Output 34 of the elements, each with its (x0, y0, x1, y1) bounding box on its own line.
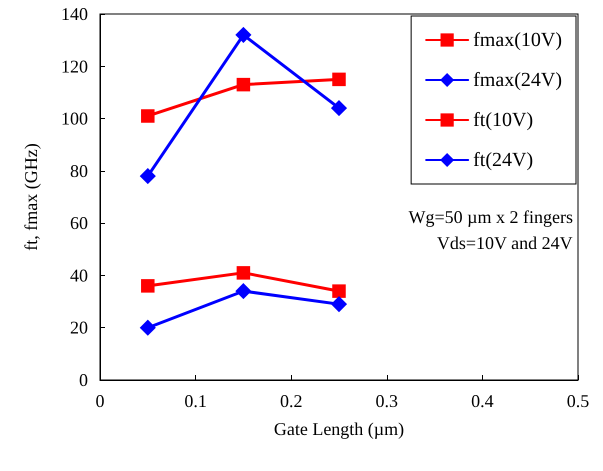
y-axis-title: ft, fmax (GHz) (21, 143, 41, 251)
legend-label: ft(10V) (473, 109, 534, 131)
point (236, 283, 252, 299)
point (140, 168, 156, 184)
point (236, 27, 252, 43)
y-tick-label: 100 (61, 108, 88, 129)
x-tick-label: 0 (96, 391, 104, 411)
x-tick-label: 0.2 (280, 391, 302, 411)
annotation: Wg=50 µm x 2 fingers (408, 207, 574, 227)
point (331, 296, 347, 312)
legend-label: fmax(24V) (473, 69, 562, 91)
x-tick-label: 0.4 (471, 391, 494, 411)
y-tick-label: 0 (79, 370, 88, 390)
y-tick-label: 80 (70, 160, 88, 181)
x-tick-label: 0.3 (376, 391, 398, 411)
y-tick-label: 40 (70, 265, 88, 286)
point (140, 320, 156, 336)
point (236, 266, 250, 280)
point (332, 72, 346, 86)
y-tick-label: 20 (70, 318, 88, 338)
annotation: Vds=10V and 24V (436, 233, 573, 253)
x-tick-label: 0.5 (566, 391, 590, 411)
x-tick-label: 0.1 (184, 391, 207, 411)
point (332, 284, 346, 298)
y-tick-label: 140 (61, 4, 88, 24)
y-tick-label: 60 (70, 213, 88, 234)
point (236, 78, 250, 92)
point (141, 279, 155, 293)
y-tick-label: 120 (61, 56, 88, 76)
legend-label: fmax(10V) (473, 29, 562, 51)
x-axis-title: Gate Length (µm) (274, 419, 404, 439)
legend-label: ft(24V) (473, 149, 534, 171)
point (331, 100, 347, 116)
point (141, 109, 155, 123)
